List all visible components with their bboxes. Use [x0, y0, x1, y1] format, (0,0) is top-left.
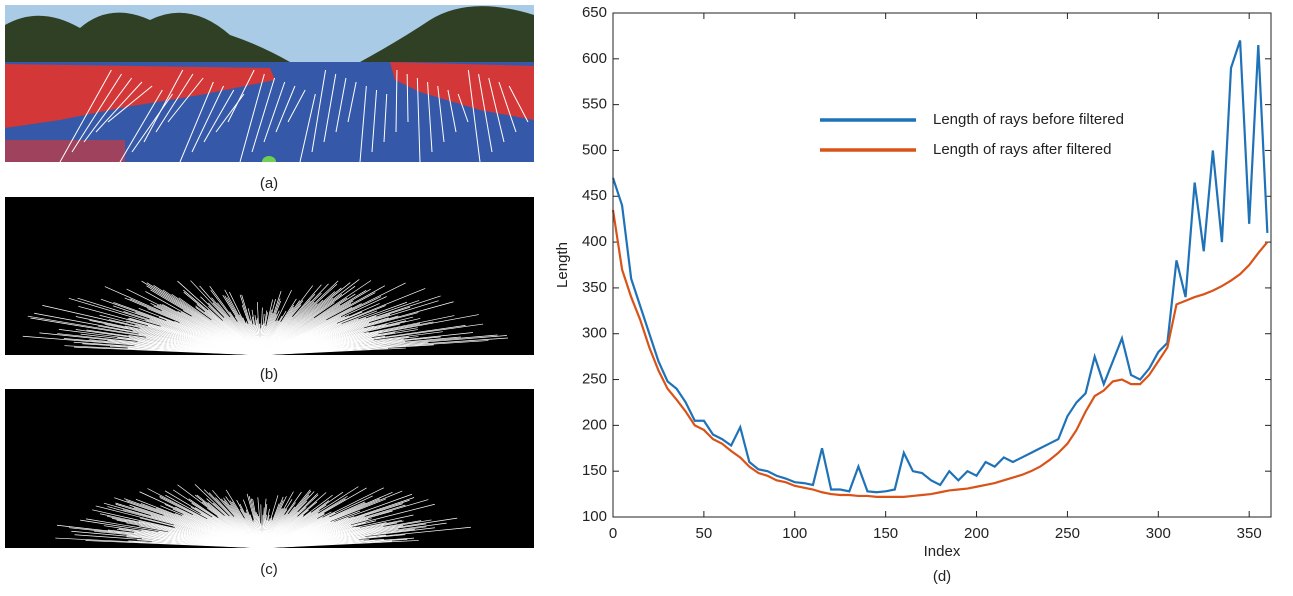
panel-label: (b) [260, 366, 278, 383]
ray [119, 89, 163, 162]
ray [143, 69, 184, 143]
y-tick-label: 550 [582, 96, 607, 113]
ray [395, 69, 398, 133]
red-right [390, 62, 534, 120]
ray [447, 89, 457, 133]
ray [347, 81, 357, 123]
y-tick-label: 350 [582, 279, 607, 296]
x-tick-label: 50 [696, 525, 713, 542]
x-tick-label: 200 [964, 525, 989, 542]
ray [203, 89, 235, 143]
series-line [611, 40, 1269, 494]
legend-label: Length of rays before filtered [933, 111, 1124, 128]
caption: (d) [933, 568, 951, 585]
ray [498, 81, 517, 133]
ray [359, 85, 367, 162]
rays-c [55, 484, 471, 549]
ray [427, 81, 433, 153]
ray [95, 81, 143, 133]
ray [71, 73, 122, 153]
y-tick-label: 100 [582, 508, 607, 525]
ray [488, 77, 505, 143]
ray [59, 69, 112, 162]
y-axis-label: Length [554, 242, 571, 288]
ray [406, 73, 409, 123]
ray [299, 93, 316, 162]
ray [311, 69, 327, 153]
ray [179, 81, 214, 162]
x-axis-label: Index [924, 543, 961, 560]
legend-label: Length of rays after filtered [933, 141, 1111, 158]
ray [467, 69, 481, 162]
x-tick-label: 150 [873, 525, 898, 542]
ray [239, 73, 265, 162]
panel-label: (c) [260, 561, 278, 578]
trees [5, 6, 534, 71]
ray [167, 77, 204, 123]
ray [508, 85, 529, 123]
ray [83, 77, 133, 143]
y-tick-label: 300 [582, 325, 607, 342]
ray [191, 85, 225, 153]
photo-a [5, 5, 534, 162]
x-tick-label: 250 [1055, 525, 1080, 542]
x-tick-label: 350 [1237, 525, 1262, 542]
ray [131, 93, 173, 153]
ray [259, 347, 406, 356]
panel-label: (a) [260, 175, 278, 192]
x-tick-label: 300 [1146, 525, 1171, 542]
plot: 100 150 200 250 300 350 400 450 500 550 600 650 0 50 1… [582, 4, 1272, 542]
ray [416, 77, 421, 162]
ray [275, 85, 296, 133]
series-line [611, 209, 1269, 498]
x-tick-label: 0 [609, 525, 617, 542]
ray [261, 540, 419, 549]
ray [107, 85, 153, 123]
ray [227, 69, 255, 123]
y-tick-label: 650 [582, 4, 607, 21]
y-tick-label: 200 [582, 416, 607, 433]
ray [335, 77, 347, 133]
y-tick-label: 400 [582, 233, 607, 250]
y-tick-label: 500 [582, 141, 607, 158]
y-tick-label: 250 [582, 371, 607, 388]
ray [478, 73, 493, 153]
ray [263, 81, 286, 143]
rays-a [59, 69, 529, 162]
axes-box [612, 12, 1272, 518]
origin [262, 156, 276, 162]
ray [287, 89, 306, 123]
ray [251, 77, 276, 153]
y-tick-label: 150 [582, 462, 607, 479]
ray [371, 89, 378, 153]
x-tick-label: 100 [782, 525, 807, 542]
rays-b [22, 279, 509, 356]
ray [323, 73, 337, 143]
ray [437, 85, 445, 143]
y-tick-label: 450 [582, 187, 607, 204]
ray [457, 93, 469, 123]
ray [383, 93, 388, 143]
red-low [5, 140, 125, 162]
ray [155, 73, 194, 133]
y-tick-label: 600 [582, 50, 607, 67]
